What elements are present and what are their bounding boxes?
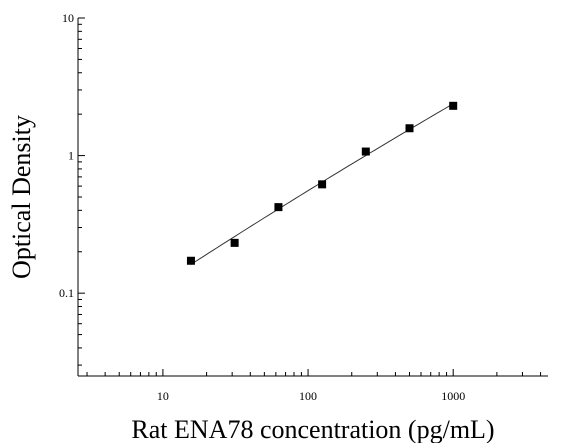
x-tick-label: 100: [299, 389, 317, 403]
x-tick-label: 10: [157, 389, 169, 403]
y-tick-label: 1: [68, 149, 74, 163]
data-point: [361, 147, 370, 156]
y-axis-title: Optical Density: [7, 115, 36, 279]
x-axis-ticks: 10 100 1000: [86, 369, 542, 403]
y-tick-label: 10: [62, 11, 74, 25]
data-point: [405, 124, 414, 133]
data-points: [186, 101, 458, 265]
y-tick-label: 0.1: [59, 286, 74, 300]
x-tick-label: 1000: [441, 389, 465, 403]
y-axis-ticks: 0.1 1 10: [59, 11, 85, 366]
data-point: [230, 238, 239, 247]
x-axis-title: Rat ENA78 concentration (pg/mL): [131, 415, 494, 443]
data-point: [318, 180, 327, 189]
data-point: [274, 203, 283, 212]
plot-area: 0.1 1 10 10 100 1000: [59, 11, 548, 403]
data-point: [449, 101, 458, 110]
data-point: [186, 256, 195, 265]
